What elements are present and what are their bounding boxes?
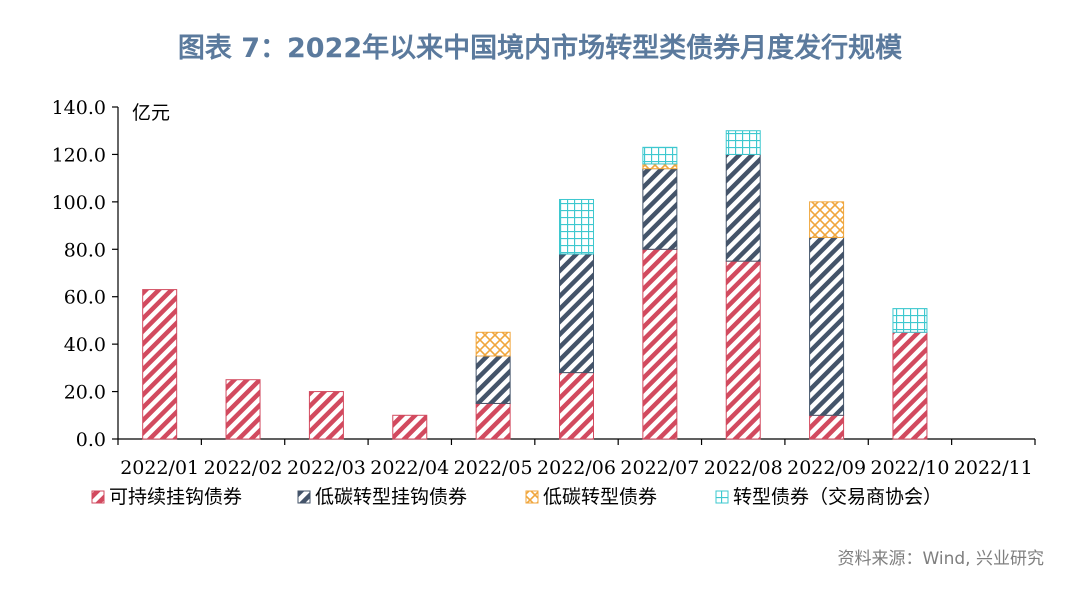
x-tick-label: 2022/07: [620, 457, 699, 479]
bar-segment-2022-02-series-0: [225, 379, 261, 440]
legend-swatch-0: [91, 490, 105, 504]
x-tick-label: 2022/04: [370, 457, 449, 479]
x-tick-label: 2022/02: [204, 457, 283, 479]
bar-segment-2022-07-series-1: [642, 168, 678, 250]
x-tick-label: 2022/11: [954, 457, 1033, 479]
source-note: 资料来源：Wind, 兴业研究: [837, 549, 1044, 569]
bar-segment-2022-06-series-1: [559, 253, 594, 374]
y-tick-label: 20.0: [64, 382, 106, 404]
bar-segment-2022-06-series-0: [559, 372, 594, 440]
x-tick-label: 2022/05: [454, 457, 533, 479]
bar-segment-2022-07-series-2: [642, 163, 678, 170]
legend-swatch-1: [297, 490, 311, 504]
y-tick-label: 40.0: [64, 334, 106, 356]
x-tick-label: 2022/10: [870, 457, 949, 479]
bar-segment-2022-07-series-3: [642, 146, 678, 165]
bar-segment-2022-03-series-0: [308, 391, 344, 440]
legend-label-3: 转型债券（交易商协会）: [733, 486, 942, 508]
bar-segment-2022-08-series-3: [725, 130, 761, 155]
x-tick-label: 2022/06: [537, 457, 616, 479]
y-unit-label: 亿元: [132, 102, 170, 124]
y-tick-label: 100.0: [52, 192, 106, 214]
bar-segment-2022-04-series-0: [392, 414, 428, 440]
bar-segment-2022-09-series-2: [809, 201, 845, 238]
bar-segment-2022-05-series-1: [475, 355, 511, 404]
y-tick-label: 120.0: [52, 144, 106, 166]
bar-segment-2022-06-series-3: [559, 198, 594, 255]
bar-segment-2022-05-series-0: [475, 402, 511, 440]
x-tick-label: 2022/01: [120, 457, 199, 479]
legend-label-0: 可持续挂钩债券: [109, 486, 242, 508]
x-tick-label: 2022/03: [287, 457, 366, 479]
x-tick-label: 2022/09: [787, 457, 866, 479]
bar-segment-2022-08-series-1: [725, 153, 761, 262]
legend-swatch-2: [525, 490, 539, 504]
y-tick-label: 80.0: [64, 239, 106, 261]
y-tick-label: 140.0: [52, 97, 106, 119]
bar-segment-2022-07-series-0: [642, 248, 678, 440]
bar-segment-2022-10-series-3: [892, 308, 928, 333]
chart-title: 图表 7：2022年以来中国境内市场转型类债券月度发行规模: [177, 33, 903, 64]
bar-segment-2022-08-series-0: [725, 260, 761, 440]
bar-segment-2022-10-series-0: [892, 331, 928, 440]
x-tick-label: 2022/08: [704, 457, 783, 479]
y-tick-label: 0.0: [76, 429, 106, 451]
legend-label-1: 低碳转型挂钩债券: [315, 486, 467, 508]
bar-segment-2022-01-series-0: [142, 289, 178, 440]
legend-swatch-3: [715, 490, 729, 504]
legend-label-2: 低碳转型债券: [543, 486, 657, 508]
bar-segment-2022-09-series-0: [809, 414, 845, 440]
bar-segment-2022-05-series-2: [475, 331, 511, 357]
bar-segment-2022-09-series-1: [809, 236, 845, 416]
y-tick-label: 60.0: [64, 287, 106, 309]
